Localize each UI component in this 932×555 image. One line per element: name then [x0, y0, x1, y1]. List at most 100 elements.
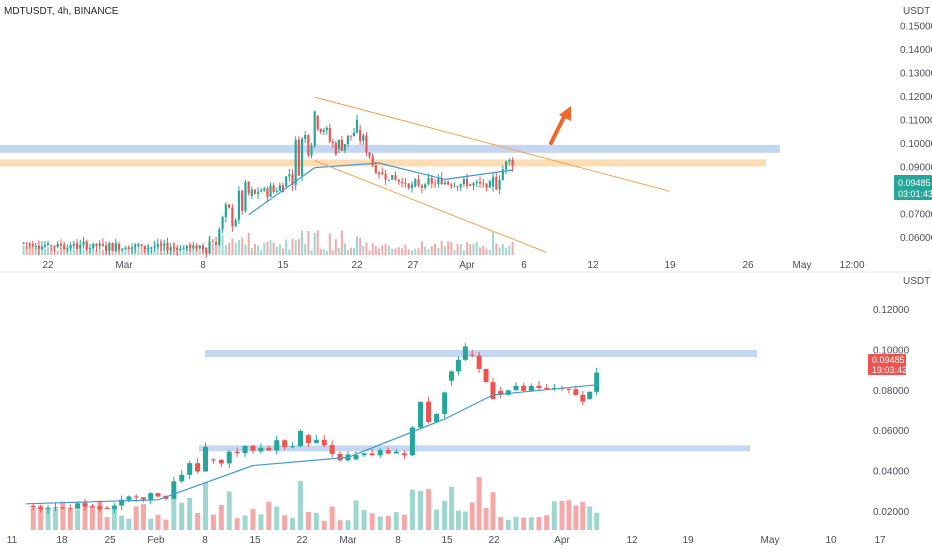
bottom-last-price: 0.09485: [872, 355, 905, 365]
volume-bar: [414, 248, 417, 255]
volume-bar: [566, 500, 572, 530]
volume-bar: [95, 250, 98, 255]
volume-bar: [384, 244, 387, 255]
volume-bar: [528, 517, 534, 530]
candle-body: [282, 440, 288, 448]
volume-bar: [43, 249, 46, 255]
volume-bar: [353, 500, 359, 530]
volume-bar: [505, 247, 508, 255]
bottom-ema-line: [25, 384, 597, 505]
x-tick-label: 17: [874, 535, 886, 546]
volume-bar: [221, 235, 224, 255]
volume-bar: [385, 515, 391, 530]
volume-bar: [328, 233, 331, 255]
volume-bar: [258, 514, 264, 530]
x-tick-label: 22: [42, 260, 54, 271]
volume-bar: [278, 244, 281, 255]
volume-bar: [50, 248, 53, 255]
arrow-up-right-icon: [549, 106, 571, 145]
candle-body: [513, 385, 519, 391]
candle-body: [172, 247, 176, 249]
volume-bar: [101, 249, 104, 255]
candle-body: [594, 372, 600, 392]
volume-bar: [573, 505, 579, 530]
candle-body: [407, 183, 410, 188]
candle-body: [150, 247, 153, 249]
candle-body: [221, 216, 224, 230]
candle-body: [346, 135, 350, 145]
candle-body: [417, 179, 420, 186]
volume-bar: [381, 245, 384, 255]
volume-bar: [266, 501, 272, 530]
bottom-x-axis[interactable]: 11 18 25 Feb 8 15 22 Mar 8 15 22 Apr 12 19 May 10 17: [7, 535, 886, 546]
volume-bar: [337, 247, 340, 255]
x-tick-label: 8: [395, 535, 401, 546]
candle-body: [53, 246, 56, 248]
candle-body: [374, 165, 377, 173]
x-tick-label: Mar: [339, 535, 357, 546]
top-ema-line: [248, 162, 513, 216]
bottom-y-axis[interactable]: 0.12000 0.10000 0.08000 0.06000 0.04000 0.020…: [873, 305, 910, 518]
volume-bar: [362, 246, 365, 255]
volume-bar: [401, 248, 404, 255]
top-last-price-tag: 0.09485 03:01:43: [894, 175, 932, 200]
candle-body: [573, 389, 579, 395]
x-tick-label: 12: [626, 535, 638, 546]
volume-bar: [490, 492, 496, 530]
candle-body: [250, 445, 256, 451]
bottom-countdown: 19:03:42: [872, 365, 907, 375]
volume-bar: [329, 506, 335, 530]
volume-bar: [140, 244, 143, 255]
volume-bar: [387, 245, 390, 255]
volume-bar: [47, 246, 49, 255]
candle-body: [37, 245, 40, 250]
volume-bar: [304, 243, 307, 255]
x-tick-label: 15: [441, 535, 453, 546]
candle-body: [253, 189, 257, 194]
candle-body: [82, 503, 88, 507]
candle-body: [498, 390, 504, 395]
volume-bar: [155, 514, 161, 530]
volume-bar: [72, 244, 75, 255]
volume-bar: [411, 250, 413, 255]
candle-body: [322, 130, 325, 133]
volume-bar: [444, 246, 446, 255]
candle-body: [475, 181, 478, 184]
volume-bar: [322, 249, 325, 255]
candle-body: [384, 174, 387, 180]
volume-bar: [393, 512, 399, 530]
volume-bar: [359, 237, 362, 255]
top-countdown: 03:01:43: [898, 189, 932, 199]
x-tick-label: 19: [664, 260, 676, 271]
volume-bar: [203, 482, 208, 530]
volume-bar: [56, 250, 59, 255]
candle-body: [59, 243, 63, 246]
volume-bar: [450, 241, 453, 255]
candle-body: [424, 184, 427, 188]
volume-bar: [455, 510, 461, 530]
x-tick-label: 19: [682, 535, 694, 546]
candle-body: [34, 245, 37, 247]
top-x-axis[interactable]: 22 Mar 8 15 22 27 Apr 6 12 19 26 May 12:00: [42, 260, 865, 271]
x-tick-label: May: [761, 535, 780, 546]
candle-body: [28, 243, 31, 245]
candle-body: [361, 453, 367, 456]
volume-bar: [244, 244, 247, 255]
volume-bar: [401, 514, 407, 530]
x-tick-label: 18: [56, 535, 68, 546]
candle-body: [105, 245, 108, 251]
candle-body: [368, 152, 371, 157]
volume-bar: [319, 249, 322, 255]
bottom-chart[interactable]: USDT 0.12000 0.10000 0.08000 0.06000 0.04000…: [7, 276, 930, 546]
volume-bar: [263, 243, 266, 255]
candle-body: [182, 248, 185, 250]
candle-body: [269, 185, 272, 197]
volume-bar: [426, 488, 432, 530]
candle-body: [67, 507, 73, 509]
volume-bar: [60, 501, 66, 530]
volume-bar: [505, 519, 511, 530]
